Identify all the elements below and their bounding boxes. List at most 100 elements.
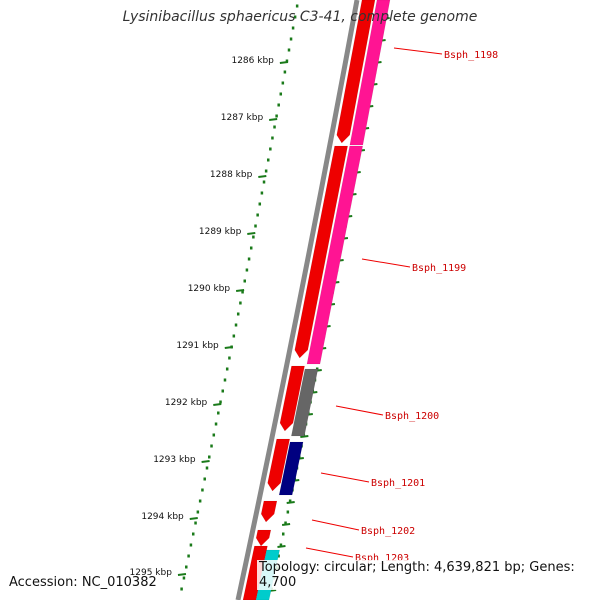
ruler-dot-inner [252,235,255,239]
ruler-dot-inner [289,37,293,41]
ruler-dot-inner [271,136,274,140]
ruler-dot-inner [219,400,222,404]
forward-strand-cds [242,0,376,600]
ruler-dot-outer [279,543,283,547]
ruler-dot-inner [277,103,280,107]
ruler-major-tick [201,460,210,463]
topology-text: Topology: circular; Length: 4,639,821 bp… [257,560,600,590]
ruler-tick-label: 1293 kbp [153,455,196,465]
ruler-dot-inner [285,59,289,63]
ruler-major-tick [213,403,222,406]
ruler-tick-labels: 1286 kbp 1287 kbp 1288 kbp 1289 kbp 1290 kbp… [130,56,275,578]
ruler-dot-inner [196,510,200,514]
genome-backbone [235,0,360,600]
ruler-dot-inner [239,301,242,305]
ruler-dot-inner [256,213,259,217]
ruler-tick-label: 1289 kbp [199,227,242,237]
ruler-dot-inner [185,565,188,569]
inner-tick-marks [177,61,289,576]
ruler-dot-inner [293,15,297,19]
ruler-tick-label: 1295 kbp [130,568,173,578]
ruler-dot-inner [180,587,183,591]
ruler-major-tick [279,61,289,64]
ruler-dot-inner [198,499,202,503]
ruler-dot-inner [217,411,220,415]
reverse-cds [306,145,363,365]
ruler-dot-inner [247,257,251,261]
outer-tick [277,545,286,548]
ruler-tick-label: 1291 kbp [176,341,219,351]
gene-label: Bsph_1199 [412,263,466,274]
gene-label-leader [320,472,370,483]
ruler-dot-outer [286,510,290,514]
reverse-cds [278,441,304,496]
forward-cds [267,438,291,492]
forward-cds [279,365,305,432]
gene-label: Bsph_1202 [361,526,415,537]
ruler-dot-outer [284,521,287,525]
ruler-dot-inner [241,290,244,294]
ruler-dot-inner [203,477,206,481]
ruler-dot-inner [283,70,287,74]
gene-label-leader [305,547,354,558]
ruler-dot-inner [232,334,236,338]
map-title: Lysinibacillus sphaericus C3-41, complet… [122,9,478,25]
ruler-dot-inner [208,455,211,459]
ruler-tick-label: 1290 kbp [188,284,231,294]
ruler-dot-inner [194,521,197,525]
ruler-dot-inner [214,422,218,426]
ruler-major-tick [258,175,267,178]
ruler-dot-outer [288,499,292,503]
ruler-dot-outer [281,532,285,536]
ruler-dot-inner [295,4,299,8]
ruler-dot-inner [245,268,249,272]
gene-label-leader [361,258,411,268]
ruler-dot-inner [221,389,225,393]
ruler-dot-inner [234,323,238,327]
ruler-major-tick [224,346,233,349]
gene-label-leader [335,405,384,416]
reverse-strand-cds [255,0,391,600]
ruler-dot-inner [236,312,240,316]
gene-label: Bsph_1203 [355,553,409,564]
ruler-tick-label: 1294 kbp [141,512,184,522]
ruler-dot-inner [243,279,246,283]
ruler-dot-inner [279,92,283,96]
ruler-dot-inner [269,147,272,151]
ruler-major-tick [247,232,256,235]
ruler-dot-inner [228,356,231,360]
ruler-dot-inner [187,554,190,558]
ruler-dot-inner [291,26,295,30]
ruler-tick-label: 1287 kbp [221,113,264,123]
ruler-dot-inner [281,81,285,85]
forward-cds [294,145,348,359]
forward-cds [336,0,376,144]
forward-cds [255,529,272,547]
ruler-dot-inner [182,576,186,580]
ruler-major-tick [269,118,278,121]
ruler-dot-inner [266,158,270,162]
accession-text: Accession: NC_010382 [7,575,159,590]
ruler-dot-inner [260,191,264,195]
ruler-dot-inner [264,169,268,173]
reverse-cds [291,368,319,437]
ruler-tick-label: 1286 kbp [231,56,274,66]
ruler-dot-inner [262,180,266,184]
ruler-dot-inner [258,202,262,206]
forward-cds [242,545,268,600]
ruler-dot-inner [212,433,216,437]
gene-labels: Bsph_1198 Bsph_1199 Bsph_1200 Bsph_1201 Bsph… [305,47,498,564]
ruler-dot-inner [201,488,204,492]
ruler-major-tick [177,573,187,576]
gene-label-leader [393,47,443,55]
ruler-dot-inner [189,543,193,547]
outer-tick [286,501,295,504]
forward-cds [260,500,278,523]
ruler-major-tick [189,517,198,520]
ruler-major-tick [235,289,245,292]
ruler-tick-label: 1292 kbp [165,398,208,408]
ruler-dot-inner [249,246,253,250]
gene-label: Bsph_1200 [385,411,439,422]
